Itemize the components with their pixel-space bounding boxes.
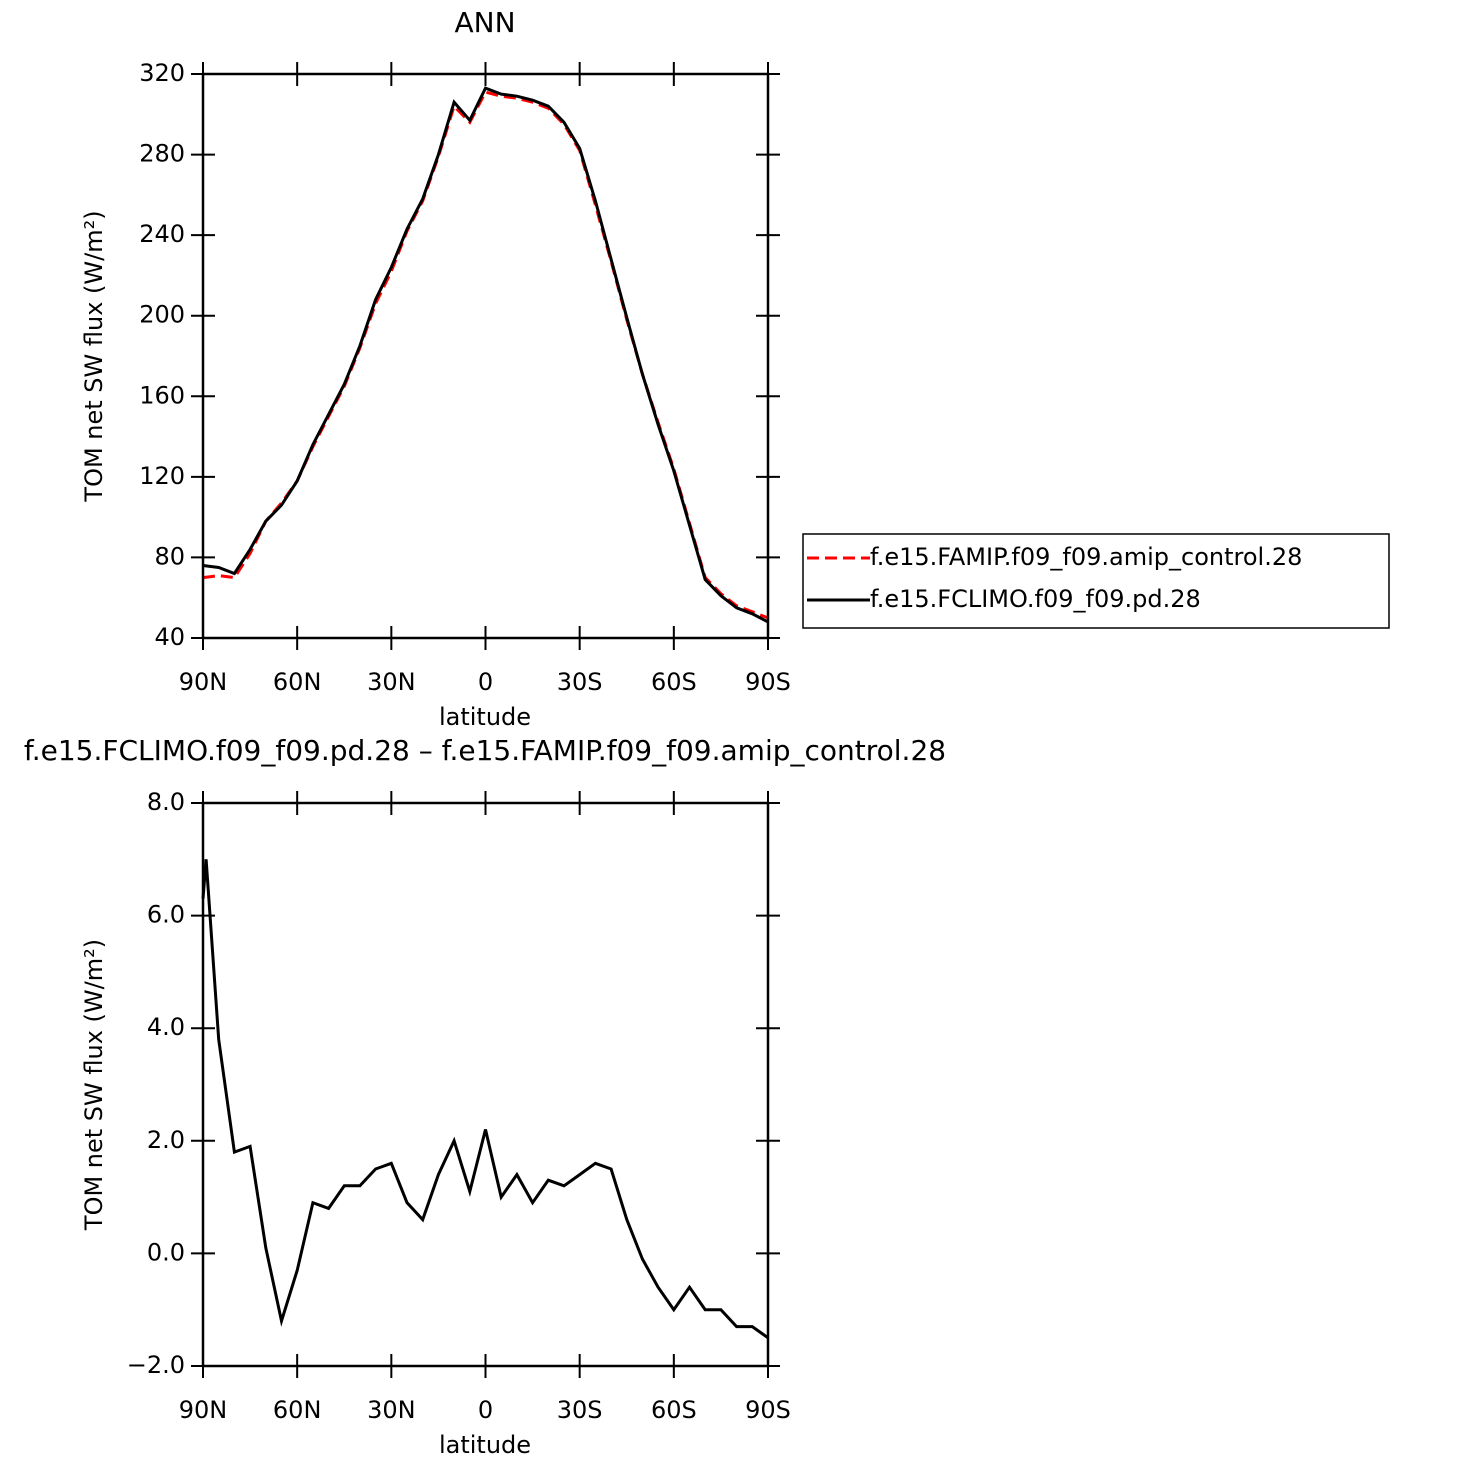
y-tick-label: 240 [139,220,185,248]
y-tick-label: 4.0 [147,1013,185,1041]
x-tick-label: 30S [557,668,603,696]
y-tick-label: −2.0 [127,1351,185,1379]
data-line [201,859,769,1340]
x-tick-label: 90S [745,668,791,696]
x-tick-label: 30N [367,668,416,696]
y-axis-label: TOM net SW flux (W/m²) [80,939,108,1231]
y-axis-label: TOM net SW flux (W/m²) [80,210,108,502]
plot-frame [201,72,770,640]
x-tick-label: 60S [651,1396,697,1424]
data-line [202,86,769,624]
x-tick-label: 0 [478,668,493,696]
legend-label: f.e15.FAMIP.f09_f09.amip_control.28 [870,543,1302,571]
x-tick-label: 90S [745,1396,791,1424]
x-tick-label: 30S [557,1396,603,1424]
y-tick-label: 2.0 [147,1126,185,1154]
y-tick-label: 6.0 [147,901,185,929]
y-tick-label: 0.0 [147,1238,185,1266]
x-tick-label: 90N [179,668,228,696]
legend-box [802,533,1390,629]
y-tick-label: 40 [154,623,185,651]
y-tick-label: 200 [139,301,185,329]
y-tick-label: 320 [139,59,185,87]
x-axis-label: latitude [439,703,531,731]
x-tick-label: 0 [478,1396,493,1424]
y-tick-label: 120 [139,462,185,490]
x-tick-label: 60N [273,1396,322,1424]
x-axis-label: latitude [439,1431,531,1459]
x-tick-label: 90N [179,1396,228,1424]
data-line [202,90,769,620]
x-tick-label: 30N [367,1396,416,1424]
x-tick-label: 60S [651,668,697,696]
y-tick-label: 8.0 [147,788,185,816]
x-tick-label: 60N [273,668,322,696]
chart-title: ANN [454,6,515,39]
y-tick-label: 160 [139,381,185,409]
chart-title: f.e15.FCLIMO.f09_f09.pd.28 – f.e15.FAMIP… [24,734,946,767]
y-tick-label: 80 [154,542,185,570]
y-tick-label: 280 [139,140,185,168]
legend-label: f.e15.FCLIMO.f09_f09.pd.28 [870,585,1201,613]
plot-frame [201,801,770,1368]
